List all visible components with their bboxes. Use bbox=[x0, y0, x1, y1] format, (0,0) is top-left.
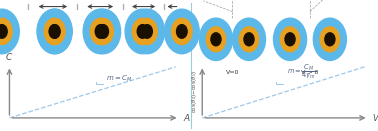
Text: $A$: $A$ bbox=[183, 112, 191, 123]
Ellipse shape bbox=[244, 33, 254, 46]
Ellipse shape bbox=[0, 9, 19, 54]
Ellipse shape bbox=[132, 18, 153, 45]
Ellipse shape bbox=[320, 27, 339, 52]
Ellipse shape bbox=[125, 9, 160, 54]
Ellipse shape bbox=[280, 27, 300, 52]
Ellipse shape bbox=[206, 27, 226, 52]
Ellipse shape bbox=[86, 9, 121, 54]
Ellipse shape bbox=[44, 18, 65, 45]
Text: $m = \dfrac{C_M}{4\gamma_m}$: $m = \dfrac{C_M}{4\gamma_m}$ bbox=[287, 63, 317, 81]
Ellipse shape bbox=[83, 9, 118, 54]
Ellipse shape bbox=[90, 18, 111, 45]
Text: $C$: $C$ bbox=[5, 51, 14, 62]
Ellipse shape bbox=[232, 18, 265, 61]
Text: $m = C_M$: $m = C_M$ bbox=[106, 74, 132, 84]
Ellipse shape bbox=[200, 18, 232, 61]
Ellipse shape bbox=[274, 18, 307, 61]
Ellipse shape bbox=[98, 25, 108, 38]
Ellipse shape bbox=[37, 9, 72, 54]
Text: $\theta_V$: $\theta_V$ bbox=[316, 0, 325, 1]
Ellipse shape bbox=[0, 18, 12, 45]
Ellipse shape bbox=[211, 33, 221, 46]
Ellipse shape bbox=[137, 18, 157, 45]
Ellipse shape bbox=[325, 33, 335, 46]
Ellipse shape bbox=[0, 25, 7, 38]
Ellipse shape bbox=[172, 18, 192, 45]
Ellipse shape bbox=[130, 9, 164, 54]
Ellipse shape bbox=[142, 25, 152, 38]
Ellipse shape bbox=[50, 25, 60, 38]
Ellipse shape bbox=[93, 18, 113, 45]
Text: $V^2$: $V^2$ bbox=[372, 112, 378, 124]
Ellipse shape bbox=[45, 18, 65, 45]
Text: V > 0: V > 0 bbox=[301, 70, 319, 75]
Ellipse shape bbox=[137, 25, 148, 38]
Ellipse shape bbox=[239, 27, 259, 52]
Ellipse shape bbox=[37, 9, 72, 54]
Ellipse shape bbox=[49, 25, 60, 38]
Ellipse shape bbox=[95, 25, 106, 38]
Ellipse shape bbox=[177, 25, 187, 38]
Text: $\cos(\theta_0){-}\cos(\theta_V)$: $\cos(\theta_0){-}\cos(\theta_V)$ bbox=[190, 70, 199, 113]
Text: $\theta_0$: $\theta_0$ bbox=[237, 0, 245, 1]
Ellipse shape bbox=[285, 33, 295, 46]
Ellipse shape bbox=[313, 18, 346, 61]
Ellipse shape bbox=[164, 9, 199, 54]
Text: V=0: V=0 bbox=[226, 70, 239, 75]
